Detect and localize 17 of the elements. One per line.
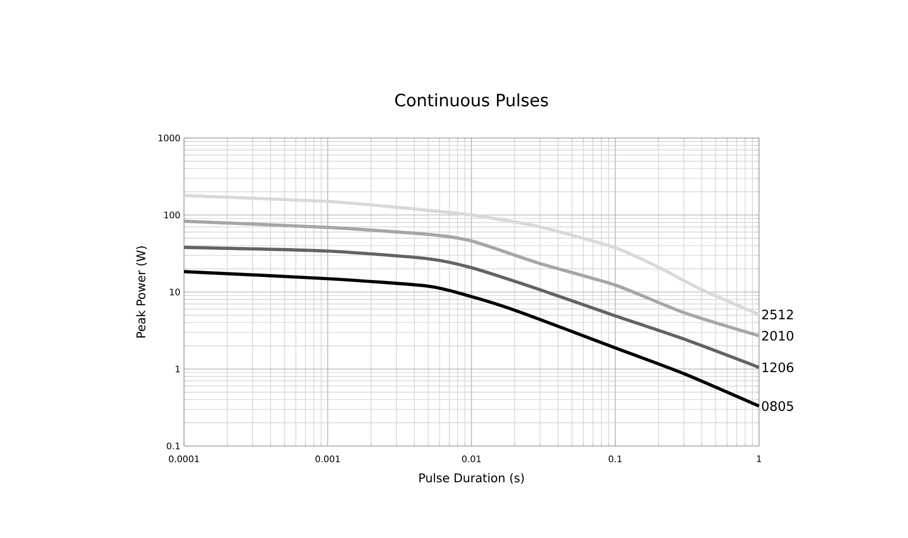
x-tick-label: 1 (757, 456, 762, 462)
y-axis-title: Peak Power (W) (136, 246, 147, 338)
y-tick-label: 100 (164, 212, 180, 218)
series-label: 2512 (762, 310, 793, 320)
x-tick-label: 0.001 (316, 456, 340, 462)
y-tick-label: 1 (176, 366, 180, 372)
y-tick-label: 1000 (158, 134, 180, 142)
x-tick-label: 0.01 (462, 456, 481, 462)
x-tick-label: 0.0001 (168, 456, 199, 462)
y-tick-label: 0.1 (166, 442, 180, 450)
x-tick-label: 0.1 (608, 456, 622, 462)
chart-title: Continuous Pulses (395, 93, 548, 106)
series-label: 2010 (762, 330, 794, 341)
x-axis-title: Pulse Duration (s) (419, 473, 524, 484)
y-tick-label: 10 (170, 288, 180, 296)
series-label: 1206 (762, 362, 794, 372)
series-label: 0805 (762, 401, 794, 411)
